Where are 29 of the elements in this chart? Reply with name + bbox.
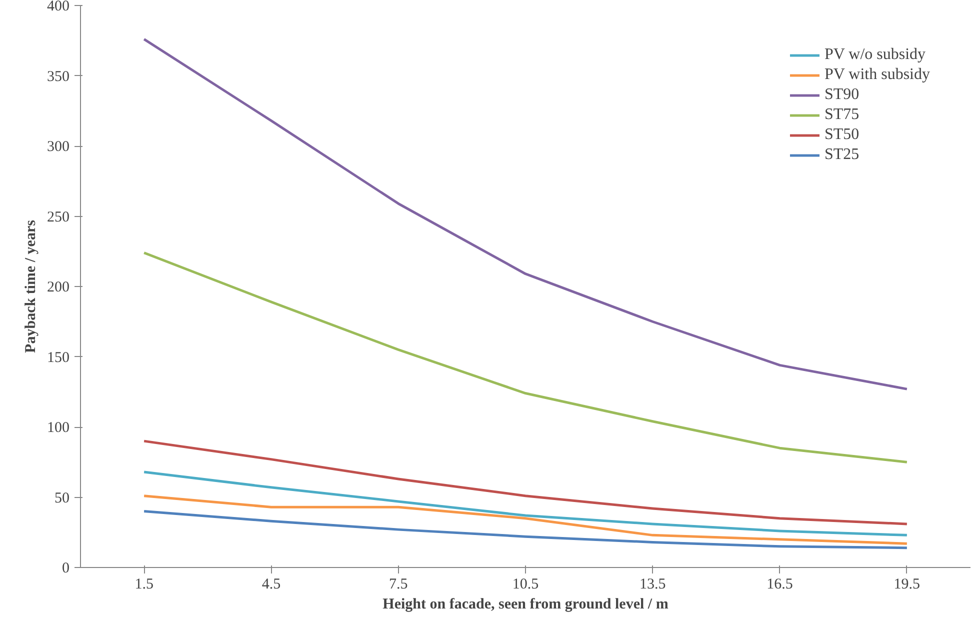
legend-label: PV w/o subsidy <box>824 46 926 64</box>
x-tick-label: 10.5 <box>512 576 539 592</box>
legend-label: ST90 <box>824 86 860 104</box>
line-series <box>142 494 908 545</box>
y-tick-label: 250 <box>47 209 70 226</box>
y-tick-label: 150 <box>47 350 70 366</box>
x-tick-label: 1.5 <box>134 576 154 592</box>
x-tick-label: 16.5 <box>766 576 793 592</box>
x-tick-label: 4.5 <box>262 576 281 592</box>
y-tick-label: 400 <box>47 0 70 14</box>
y-axis-title: Payback time / years <box>23 220 39 353</box>
y-tick-label: 200 <box>47 280 70 296</box>
y-tick-label: 100 <box>47 420 70 436</box>
y-tick-label: 300 <box>47 139 70 155</box>
x-tick-label: 7.5 <box>388 576 408 592</box>
legend-label: ST25 <box>824 146 860 164</box>
legend-label: ST50 <box>824 126 860 144</box>
y-tick-label: 50 <box>54 490 70 506</box>
y-tick-label: 0 <box>62 560 70 576</box>
x-tick-label: 19.5 <box>894 576 920 592</box>
legend-label: PV with subsidy <box>824 66 930 84</box>
x-tick-label: 13.5 <box>640 576 666 592</box>
x-axis-title: Height on facade, seen from ground level / m <box>382 596 669 612</box>
line-series <box>142 510 908 550</box>
line-series <box>142 440 908 526</box>
legend-label: ST75 <box>824 106 860 124</box>
line-series <box>142 470 908 536</box>
line-series <box>142 252 908 464</box>
y-tick-label: 350 <box>47 68 70 85</box>
